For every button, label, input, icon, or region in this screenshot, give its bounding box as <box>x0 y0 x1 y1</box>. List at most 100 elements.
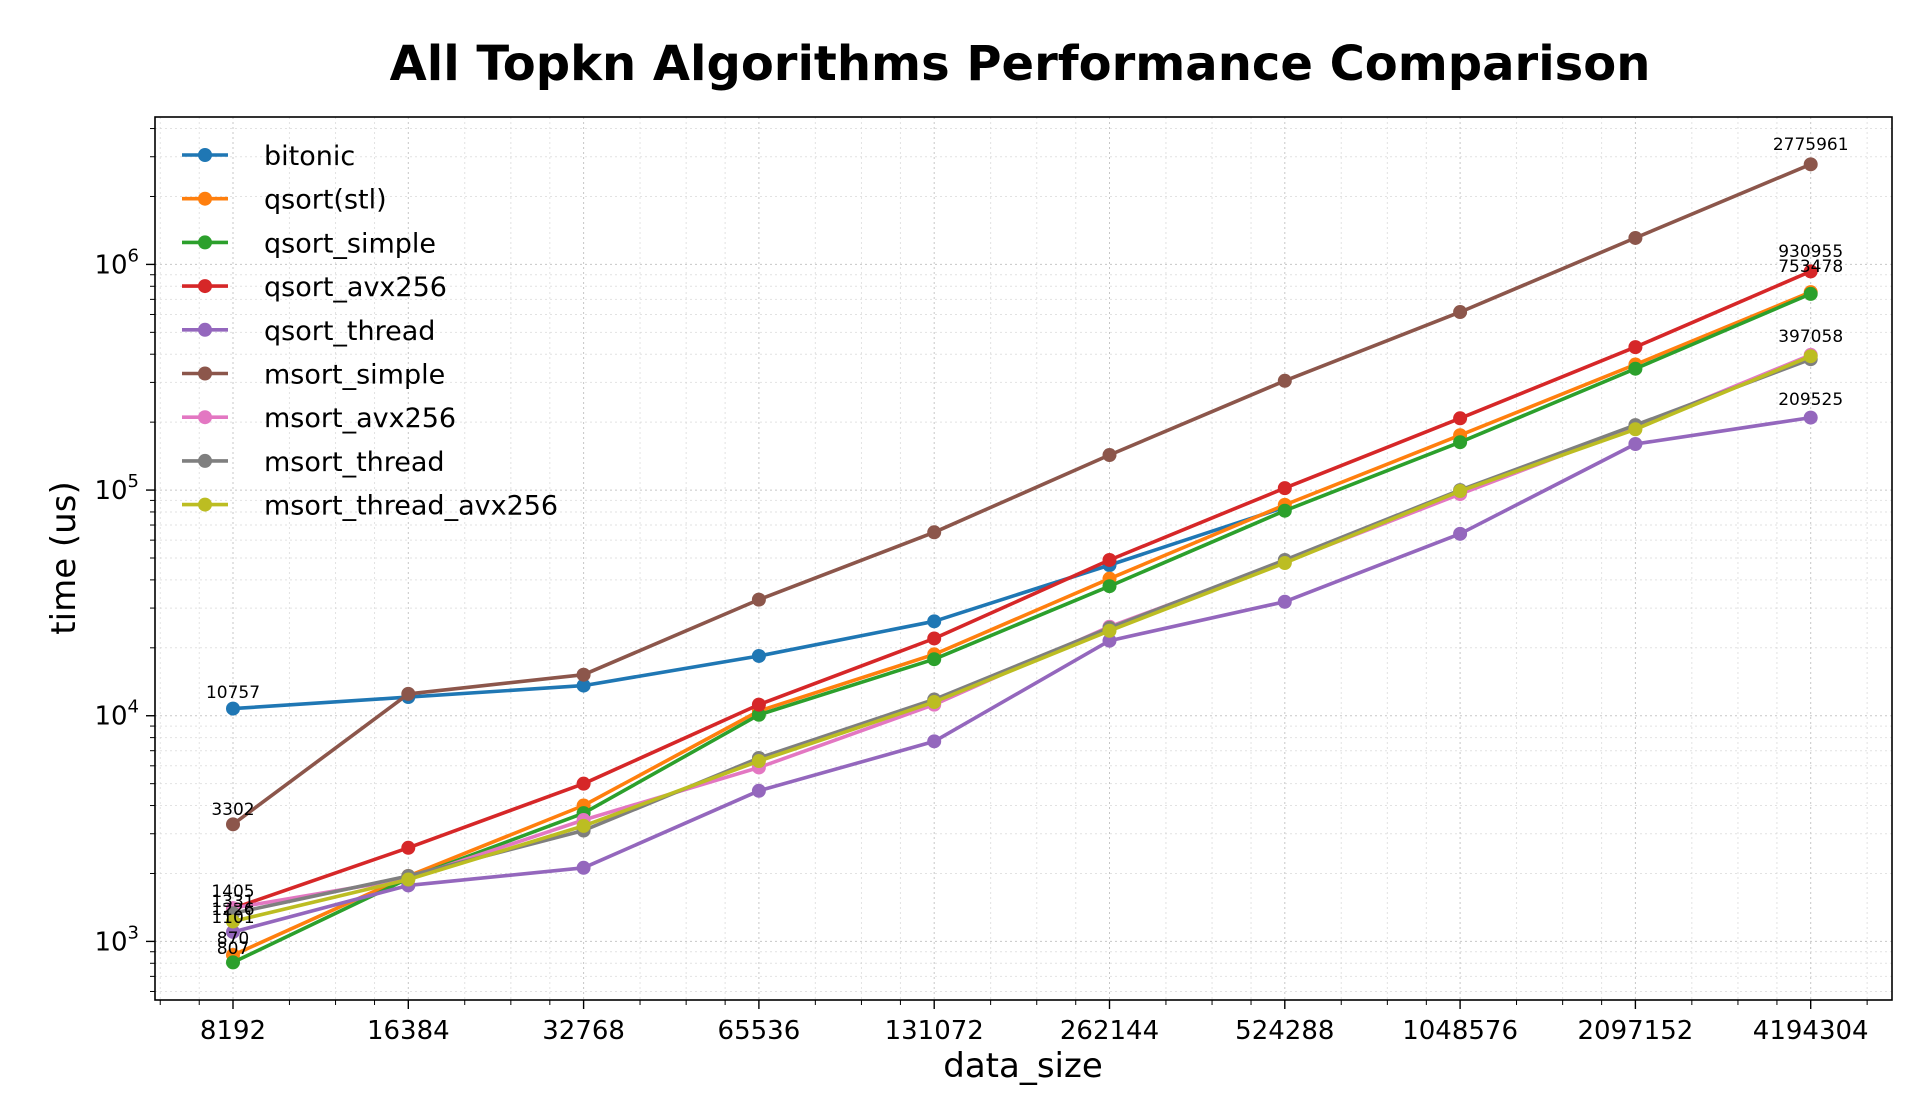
data-label: 753478 <box>1778 257 1843 277</box>
legend-marker <box>198 148 212 162</box>
data-point <box>927 695 942 710</box>
data-point <box>1102 579 1117 594</box>
data-point <box>1628 437 1643 452</box>
legend-marker <box>198 279 212 294</box>
data-label: 930955 <box>1778 242 1843 262</box>
data-point <box>1453 305 1468 320</box>
y-tick-label: 105 <box>94 471 139 506</box>
y-tick-label: 106 <box>94 245 139 280</box>
data-point <box>401 840 416 855</box>
legend-label: qsort_thread <box>264 316 435 347</box>
data-point <box>927 652 942 667</box>
legend-label: msort_simple <box>264 360 445 391</box>
data-label: 2775961 <box>1773 135 1849 155</box>
data-point <box>751 754 766 769</box>
data-point <box>1453 526 1468 541</box>
legend-marker <box>198 497 212 512</box>
data-point <box>1803 264 1818 279</box>
data-point <box>927 734 942 749</box>
data-point <box>1277 594 1292 609</box>
data-point <box>1277 556 1292 571</box>
data-label: 397058 <box>1778 327 1843 347</box>
legend-label: qsort_avx256 <box>264 272 447 303</box>
x-tick-label: 65536 <box>718 1016 801 1046</box>
data-point <box>1628 422 1643 437</box>
series-line <box>232 292 1812 965</box>
data-point <box>1102 633 1117 648</box>
data-point <box>226 701 240 716</box>
axes: 8192 16384 32768 65536 131072 262144 524288 104… <box>94 128 1869 1046</box>
legend-label: qsort(stl) <box>264 185 387 216</box>
data-label: 1101 <box>211 908 254 928</box>
x-tick-label: 262144 <box>1060 1016 1159 1046</box>
series-layer <box>226 157 1818 970</box>
x-tick-label: 16384 <box>367 1016 450 1046</box>
data-label: 3302 <box>211 800 254 820</box>
data-point <box>226 817 240 832</box>
legend-label: bitonic <box>264 141 355 172</box>
data-point <box>1277 503 1292 518</box>
x-tick-label: 32768 <box>542 1016 625 1046</box>
data-point <box>751 697 766 712</box>
data-point <box>1102 623 1117 638</box>
legend-label: msort_thread <box>264 447 445 478</box>
data-point <box>1277 373 1292 388</box>
series-line <box>232 354 1812 924</box>
y-tick-label: 103 <box>94 922 139 957</box>
series-line <box>231 162 1812 826</box>
x-tick-label: 524288 <box>1235 1016 1334 1046</box>
y-axis-label: time (us) <box>44 481 84 634</box>
data-point <box>576 860 591 875</box>
legend-marker <box>198 235 212 250</box>
legend-marker <box>198 366 212 381</box>
data-point <box>401 872 416 887</box>
data-point <box>751 592 766 607</box>
data-point <box>1277 481 1292 496</box>
x-tick-label: 4194304 <box>1753 1016 1869 1046</box>
x-axis-label: data_size <box>943 1046 1103 1086</box>
data-point <box>401 686 416 701</box>
x-tick-label: 8192 <box>200 1016 266 1046</box>
data-point <box>226 914 240 929</box>
data-point <box>927 614 942 629</box>
series-line <box>232 415 1811 934</box>
data-label: 1405 <box>211 882 254 902</box>
data-point <box>927 631 942 646</box>
data-label: 10757 <box>206 683 260 703</box>
data-point <box>1102 552 1117 567</box>
chart-title: All Topkn Algorithms Performance Compari… <box>390 36 1651 92</box>
x-tick-label: 131072 <box>885 1016 984 1046</box>
data-point <box>751 783 766 798</box>
series-line <box>232 290 1812 957</box>
data-point <box>1628 361 1643 376</box>
data-point <box>1803 410 1818 425</box>
legend-label: qsort_simple <box>264 228 436 259</box>
data-point <box>751 707 766 722</box>
data-label: 209525 <box>1778 390 1843 410</box>
data-label: 1331 <box>211 892 254 912</box>
data-point <box>1628 340 1643 355</box>
data-point <box>751 648 766 663</box>
x-tick-label: 2097152 <box>1578 1016 1694 1046</box>
data-point <box>1453 411 1468 426</box>
legend-label: msort_thread_avx256 <box>264 491 558 522</box>
data-point <box>1453 435 1468 450</box>
data-point <box>1803 349 1818 364</box>
data-label: 1226 <box>211 900 254 920</box>
data-label: 870 <box>217 929 249 949</box>
legend-marker <box>198 453 212 468</box>
series-line <box>232 269 1812 911</box>
legend-marker <box>198 410 212 425</box>
data-point <box>226 924 240 939</box>
data-point <box>576 667 591 682</box>
data-point <box>1803 157 1818 172</box>
data-label: 807 <box>217 939 249 959</box>
data-point <box>927 525 942 540</box>
data-point <box>1102 448 1117 463</box>
data-point <box>1453 484 1468 499</box>
data-point <box>1803 286 1818 301</box>
legend-marker <box>198 191 212 206</box>
